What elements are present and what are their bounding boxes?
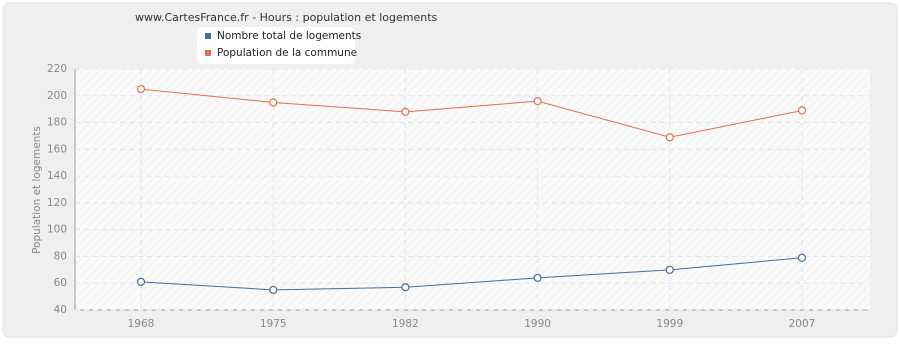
chart-title: www.CartesFrance.fr - Hours : population… xyxy=(135,11,438,24)
y-tick-label: 40 xyxy=(54,304,67,316)
data-point xyxy=(269,285,278,295)
y-axis-label: Population et logements xyxy=(31,126,43,254)
data-point xyxy=(136,277,146,286)
y-tick-label: 80 xyxy=(54,250,67,262)
data-point xyxy=(797,253,807,262)
data-point xyxy=(533,273,542,282)
y-tick-label: 200 xyxy=(47,90,67,102)
y-tick-label: 100 xyxy=(47,224,67,236)
data-point xyxy=(269,98,278,107)
y-tick-label: 120 xyxy=(47,197,67,209)
series-line xyxy=(140,257,803,291)
y-tick-label: 60 xyxy=(54,277,67,289)
legend xyxy=(197,27,355,64)
legend-label: Nombre total de logements xyxy=(217,30,361,42)
x-tick-label: 1968 xyxy=(128,318,155,330)
y-tick-label: 140 xyxy=(47,170,67,182)
data-point xyxy=(136,84,146,94)
x-tick-label: 1982 xyxy=(392,318,419,330)
data-point xyxy=(533,97,542,106)
x-tick-label: 1990 xyxy=(524,318,551,330)
x-tick-label: 1975 xyxy=(260,318,287,330)
legend-swatch xyxy=(205,50,211,56)
series-line xyxy=(140,88,803,138)
data-point xyxy=(401,107,410,116)
y-tick-label: 180 xyxy=(47,117,67,129)
data-point xyxy=(665,133,674,142)
y-tick-label: 220 xyxy=(47,63,67,75)
plot-area xyxy=(75,69,870,310)
x-tick-label: 1999 xyxy=(656,318,683,330)
x-tick-label: 2007 xyxy=(789,318,816,330)
data-point xyxy=(665,265,674,274)
legend-label: Population de la commune xyxy=(217,47,357,59)
data-point xyxy=(797,106,807,115)
y-tick-label: 160 xyxy=(47,143,67,155)
legend-swatch xyxy=(205,33,211,39)
data-point xyxy=(401,283,410,292)
